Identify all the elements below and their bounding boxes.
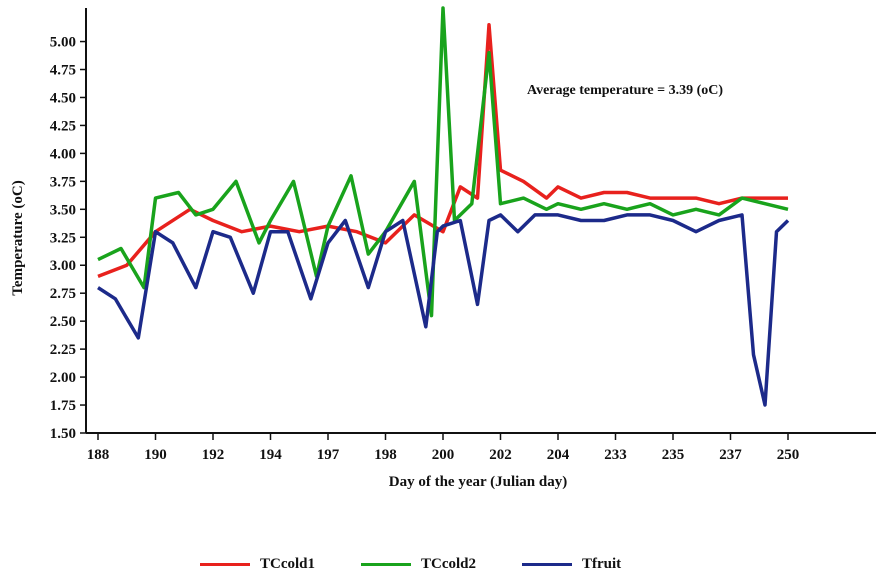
y-tick-label: 1.50: [50, 426, 76, 442]
y-tick-label: 2.75: [50, 286, 76, 302]
x-tick-label: 198: [374, 447, 397, 463]
x-tick-label: 235: [662, 447, 685, 463]
y-axis-title: Temperature (oC): [10, 180, 26, 295]
x-tick-label: 197: [317, 447, 340, 463]
y-tick-label: 4.00: [50, 146, 76, 162]
x-tick-label: 250: [777, 447, 800, 463]
x-ticks: 188 190 192 194 197 198 200 202 204 233 235 237 250: [87, 433, 800, 463]
y-tick-label: 1.75: [50, 398, 76, 414]
x-tick-label: 202: [489, 447, 512, 463]
y-tick-label: 3.50: [50, 202, 76, 218]
y-tick-label: 2.00: [50, 370, 76, 386]
legend-label-tccold1: TCcold1: [260, 555, 316, 572]
y-tick-label: 2.50: [50, 314, 76, 330]
y-tick-label: 2.25: [50, 342, 76, 358]
legend-swatch-tccold2: [361, 562, 411, 566]
x-tick-label: 188: [87, 447, 110, 463]
series-line-tccold1: [97, 23, 788, 279]
x-tick-label: 200: [432, 447, 455, 463]
series-line-tfruit: [97, 213, 790, 407]
legend-label-tccold2: TCcold2: [421, 555, 477, 572]
legend-label-tfruit: Tfruit: [582, 555, 622, 572]
y-tick-label: 3.00: [50, 258, 76, 274]
x-tick-label: 233: [604, 447, 627, 463]
legend-swatch-tccold1: [200, 562, 250, 566]
x-tick-label: 194: [259, 447, 282, 463]
x-tick-label: 204: [547, 447, 570, 463]
series-layer: [97, 6, 790, 407]
legend: TCcold1 TCcold2 Tfruit: [0, 552, 876, 576]
series-line-tccold2: [97, 6, 789, 318]
y-tick-label: 4.50: [50, 90, 76, 106]
legend-swatch-tfruit: [522, 562, 572, 566]
y-ticks: 1.50 1.75 2.00 2.25 2.50 2.75 3.00 3.25 3.50 3.75…: [50, 35, 86, 442]
x-tick-label: 237: [719, 447, 742, 463]
y-tick-label: 3.25: [50, 230, 76, 246]
x-tick-label: 190: [144, 447, 167, 463]
legend-item-tccold2: TCcold2: [361, 552, 476, 576]
average-temperature-annotation: Average temperature = 3.39 (oC): [527, 83, 723, 98]
y-tick-label: 4.75: [50, 63, 76, 79]
legend-item-tfruit: Tfruit: [522, 552, 621, 576]
x-axis-title: Day of the year (Julian day): [389, 474, 567, 490]
y-tick-label: 3.75: [50, 174, 76, 190]
legend-item-tccold1: TCcold1: [200, 552, 315, 576]
y-tick-label: 5.00: [50, 35, 76, 51]
y-tick-label: 4.25: [50, 118, 76, 134]
x-tick-label: 192: [202, 447, 225, 463]
